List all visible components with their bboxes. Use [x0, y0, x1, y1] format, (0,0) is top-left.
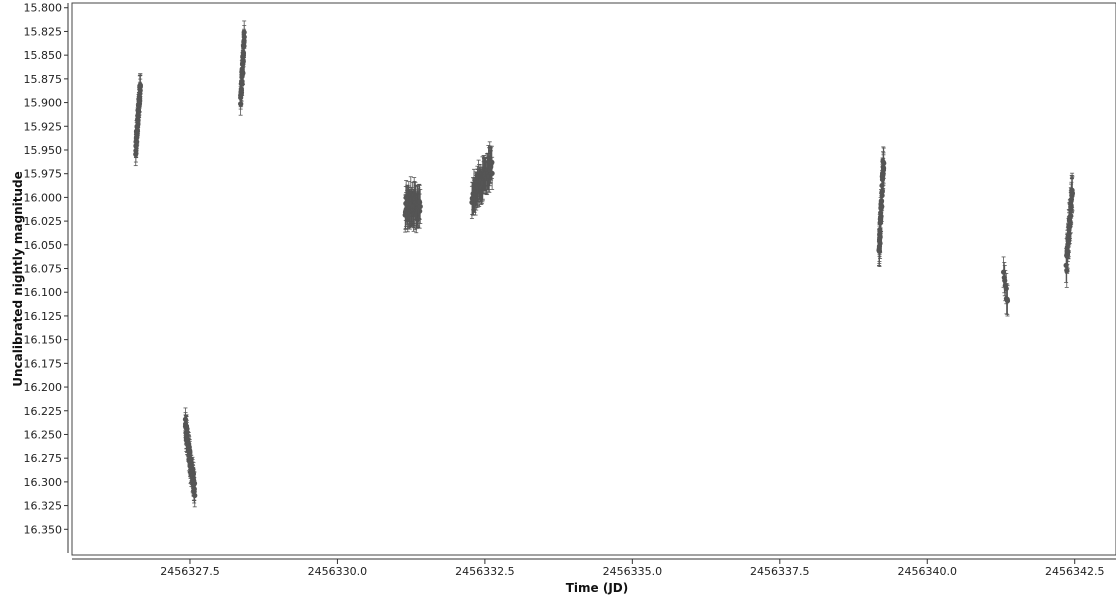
x-tick-label: 2456330.0	[308, 565, 368, 578]
night-cluster	[876, 146, 887, 267]
night-cluster	[238, 20, 247, 116]
data-point	[137, 82, 143, 88]
y-axis-title: Uncalibrated nightly magnitude	[11, 171, 25, 386]
y-tick-label: 16.225	[24, 405, 63, 418]
y-tick-label: 15.800	[24, 2, 63, 15]
y-tick-label: 16.325	[24, 500, 63, 513]
y-tick-label: 16.075	[24, 263, 63, 276]
data-point	[1004, 298, 1011, 304]
y-tick-label: 15.900	[24, 97, 63, 110]
data-point	[192, 492, 198, 499]
y-axis-ticks: 15.800 15.825 15.850 15.875 15.900 15.925 15.9…	[24, 2, 68, 536]
data-point	[489, 170, 495, 176]
y-tick-label: 15.850	[24, 49, 63, 62]
x-tick-label: 2456335.0	[603, 565, 663, 578]
y-tick-label: 15.825	[24, 25, 63, 38]
data-points	[133, 20, 1075, 508]
y-tick-label: 15.875	[24, 73, 63, 86]
data-point	[241, 29, 247, 35]
y-tick-label: 16.125	[24, 310, 63, 323]
data-point	[417, 203, 423, 210]
night-cluster	[469, 141, 495, 219]
data-point	[191, 480, 198, 486]
y-tick-label: 16.100	[24, 286, 63, 299]
night-cluster	[182, 407, 198, 508]
y-tick-label: 16.275	[24, 452, 63, 465]
x-tick-label: 2456337.5	[750, 565, 810, 578]
y-tick-label: 16.350	[24, 523, 63, 536]
x-tick-label: 2456342.5	[1045, 565, 1105, 578]
night-cluster	[402, 176, 423, 234]
y-tick-label: 16.300	[24, 476, 63, 489]
data-point	[1069, 187, 1075, 193]
x-axis-ticks: 2456327.5 2456330.0 2456332.5 2456335.0 2456…	[160, 559, 1104, 578]
data-point	[417, 199, 423, 206]
x-tick-label: 2456340.0	[898, 565, 958, 578]
y-tick-label: 16.175	[24, 357, 63, 370]
y-tick-label: 16.000	[24, 191, 63, 204]
y-tick-label: 16.025	[24, 215, 63, 228]
y-tick-label: 16.200	[24, 381, 63, 394]
x-tick-label: 2456332.5	[455, 565, 515, 578]
night-cluster	[1063, 172, 1075, 288]
y-tick-label: 16.250	[24, 428, 63, 441]
y-tick-label: 15.975	[24, 168, 63, 181]
night-cluster	[1000, 256, 1011, 317]
data-point	[878, 198, 885, 205]
y-tick-label: 15.950	[24, 144, 63, 157]
x-axis-title: Time (JD)	[566, 581, 629, 595]
y-tick-label: 16.150	[24, 334, 63, 347]
y-tick-label: 15.925	[24, 120, 63, 133]
x-tick-label: 2456327.5	[160, 565, 220, 578]
y-tick-label: 16.050	[24, 239, 63, 252]
plot-area	[71, 2, 1116, 556]
night-cluster	[133, 73, 143, 167]
data-point	[880, 159, 886, 165]
